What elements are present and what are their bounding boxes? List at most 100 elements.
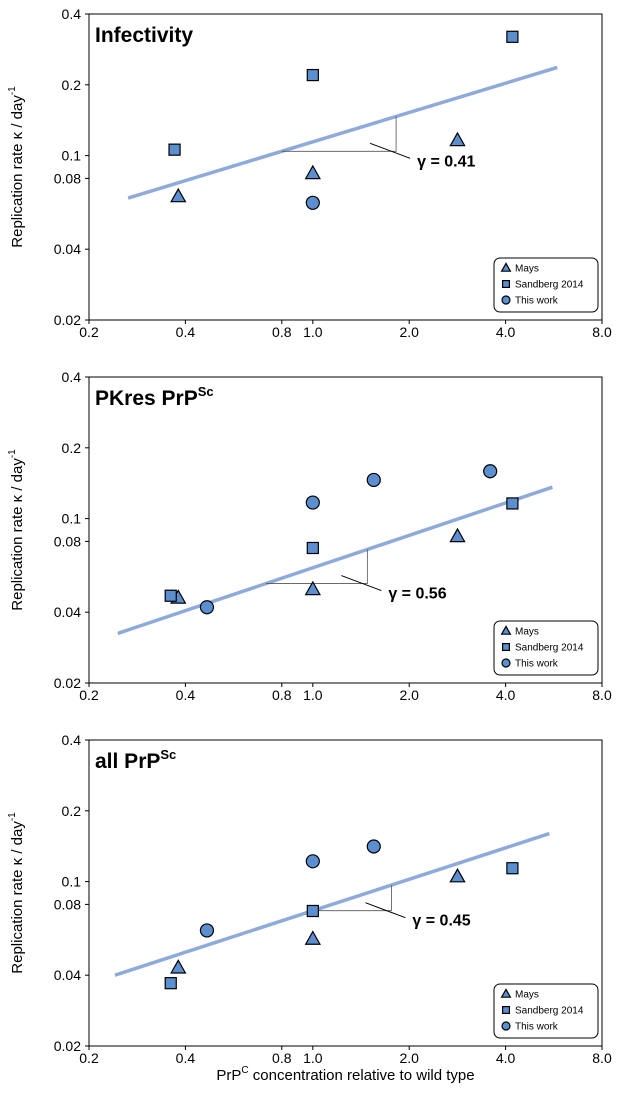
legend-label: Sandberg 2014 xyxy=(515,1006,584,1017)
y-axis-label-sup: -1 xyxy=(7,86,18,95)
x-tick-label: 0.8 xyxy=(272,687,292,703)
x-tick-label: 0.8 xyxy=(272,324,292,340)
legend-label: Sandberg 2014 xyxy=(515,280,584,291)
legend-marker xyxy=(501,1021,511,1031)
data-point xyxy=(305,854,320,869)
legend-marker xyxy=(502,642,511,651)
annotation-leader xyxy=(341,575,382,592)
x-tick-label: 0.4 xyxy=(176,324,196,340)
legend-marker xyxy=(500,262,512,272)
y-tick-label: 0.4 xyxy=(62,369,82,385)
y-axis-label: Replication rate κ / day-1 xyxy=(7,812,26,974)
data-point xyxy=(164,977,177,990)
y-tick-label: 0.4 xyxy=(62,6,82,22)
data-point xyxy=(164,589,177,602)
data-point xyxy=(168,143,181,156)
legend-label: Mays xyxy=(515,990,539,1001)
x-axis-label-sup: C xyxy=(241,1065,248,1076)
panel-title-text: Infectivity xyxy=(95,24,193,47)
legend-marker xyxy=(501,658,511,668)
y-tick-label: 0.04 xyxy=(54,241,81,257)
y-tick-label: 0.1 xyxy=(62,874,82,890)
y-tick-label: 0.02 xyxy=(54,1038,81,1054)
slope-triangle xyxy=(281,116,397,152)
plot-frame xyxy=(88,376,603,684)
fit-line xyxy=(127,65,558,200)
panel-title: Infectivity xyxy=(95,24,193,47)
legend-box xyxy=(493,257,599,313)
y-tick-label: 0.02 xyxy=(54,312,81,328)
panel-title-text: PKres PrP xyxy=(95,387,198,410)
data-point xyxy=(304,164,321,180)
slope-triangle xyxy=(312,885,392,912)
x-tick-label: 2.0 xyxy=(399,324,419,340)
y-tick-label: 0.2 xyxy=(62,77,82,93)
x-tick-label: 8.0 xyxy=(592,1050,612,1066)
x-tick-label: 0.4 xyxy=(176,1050,196,1066)
y-tick-label: 0.08 xyxy=(54,533,81,549)
plot-frame xyxy=(88,739,603,1047)
y-tick-label: 0.2 xyxy=(62,440,82,456)
data-point xyxy=(506,497,519,510)
data-point xyxy=(506,30,519,43)
data-point xyxy=(306,68,319,82)
x-tick-label: 0.4 xyxy=(176,687,196,703)
annotation-leader xyxy=(369,142,411,159)
data-point xyxy=(306,541,319,555)
panel-title: all PrPSc xyxy=(95,747,176,773)
y-tick-label: 0.04 xyxy=(54,604,81,620)
legend-label: This work xyxy=(515,296,559,307)
x-tick-label: 0.8 xyxy=(272,1050,292,1066)
panel-title-sup: Sc xyxy=(198,384,214,399)
fit-line xyxy=(117,485,553,636)
y-tick-label: 0.1 xyxy=(62,511,82,527)
y-axis-label: Replication rate κ / day-1 xyxy=(7,449,26,611)
x-tick-label: 0.2 xyxy=(79,1050,99,1066)
legend-box xyxy=(493,620,599,676)
x-tick-label: 0.2 xyxy=(79,687,99,703)
y-axis-label-text: Replication rate κ / day xyxy=(9,458,26,611)
panel-title-text: all PrP xyxy=(95,750,160,773)
slope-triangle xyxy=(265,549,368,584)
panel-title: PKres PrPSc xyxy=(95,384,214,410)
y-tick-label: 0.02 xyxy=(54,675,81,691)
legend-marker xyxy=(500,988,512,998)
x-tick-label: 4.0 xyxy=(496,324,516,340)
y-tick-label: 0.08 xyxy=(54,170,81,186)
data-point xyxy=(199,923,215,938)
annotation: γ = 0.41 xyxy=(417,153,475,170)
y-axis-label: Replication rate κ / day-1 xyxy=(7,86,26,248)
data-point xyxy=(449,131,466,147)
x-tick-label: 1.0 xyxy=(303,687,323,703)
y-axis-label-sup: -1 xyxy=(7,812,18,821)
data-point xyxy=(449,527,466,543)
y-tick-label: 0.4 xyxy=(62,732,82,748)
annotation-leader xyxy=(365,902,406,919)
legend-marker xyxy=(500,625,512,635)
annotation: γ = 0.45 xyxy=(412,913,470,930)
y-tick-label: 0.1 xyxy=(62,148,82,164)
data-point xyxy=(449,867,466,883)
data-point xyxy=(199,600,215,615)
y-axis-label-text: Replication rate κ / day xyxy=(9,95,26,248)
x-tick-label: 0.2 xyxy=(79,324,99,340)
panel-title-sup: Sc xyxy=(160,747,176,762)
x-axis-label: PrPC concentration relative to wild type xyxy=(216,1065,474,1084)
data-point xyxy=(366,839,381,854)
y-axis-label-text: Replication rate κ / day xyxy=(9,821,26,974)
x-tick-label: 8.0 xyxy=(592,687,612,703)
fit-line xyxy=(114,831,550,977)
annotation: γ = 0.56 xyxy=(388,586,446,603)
data-point xyxy=(170,959,187,974)
y-tick-label: 0.04 xyxy=(54,967,81,983)
x-tick-label: 4.0 xyxy=(496,687,516,703)
legend-marker xyxy=(501,295,511,305)
data-point xyxy=(366,472,381,488)
x-tick-label: 1.0 xyxy=(303,1050,323,1066)
data-point xyxy=(483,464,498,479)
legend-label: Mays xyxy=(515,627,539,638)
x-tick-label: 2.0 xyxy=(399,1050,419,1066)
x-tick-label: 1.0 xyxy=(303,324,323,340)
